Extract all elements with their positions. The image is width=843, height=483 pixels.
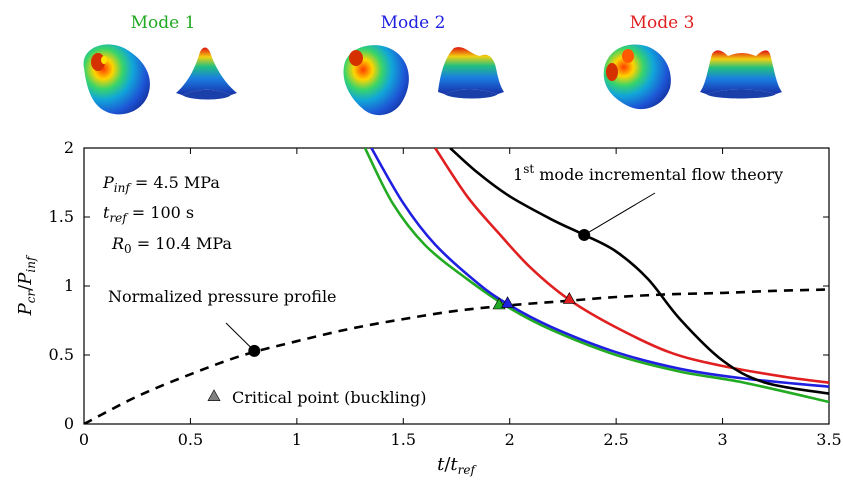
x-tick-label: 0.5 xyxy=(178,430,203,449)
x-tick-label: 2 xyxy=(505,430,515,449)
mode-1-cup-image xyxy=(176,47,237,100)
y-axis-label: Pcr/Pinf xyxy=(15,254,38,316)
mode-2-title: Mode 2 xyxy=(381,13,446,33)
y-tick-label: 1.5 xyxy=(49,207,74,226)
y-tick-label: 1 xyxy=(64,276,74,295)
series-line-mode3 xyxy=(434,148,829,384)
mode-3-cup-image xyxy=(700,50,782,99)
critical-point-mode3 xyxy=(562,292,576,304)
x-tick-label: 2.5 xyxy=(603,430,628,449)
y-tick-label: 2 xyxy=(64,138,74,157)
x-tick-label: 0 xyxy=(79,430,89,449)
series-line-mode1 xyxy=(363,148,829,404)
mode-3-shell-image xyxy=(603,44,671,110)
y-tick-label: 0 xyxy=(64,414,74,433)
axis-ticks: 0 0.5 1 1.5 2 2.5 3 3.5 0 0.5 1 1.5 2 xyxy=(49,138,842,449)
mode-3-title: Mode 3 xyxy=(630,13,695,33)
p-inf-annotation: Pinf = 4.5 MPa xyxy=(102,173,220,195)
pressure-profile-leader xyxy=(225,322,255,352)
x-tick-label: 1 xyxy=(292,430,302,449)
mode-1-title: Mode 1 xyxy=(131,13,196,33)
x-tick-label: 3.5 xyxy=(816,430,841,449)
critical-point-annotation: Critical point (buckling) xyxy=(232,388,427,407)
mode-2-shell-image xyxy=(343,45,409,116)
critical-point-mode2 xyxy=(501,296,515,308)
series-line-pressure_profile xyxy=(84,288,829,424)
series-line-mode2 xyxy=(370,148,829,388)
mode-1-shell-image xyxy=(83,44,150,115)
x-axis-label: t/tref xyxy=(437,454,477,477)
chart-markers xyxy=(207,192,656,401)
critical-point-legend-marker xyxy=(207,389,221,401)
chart-series xyxy=(84,148,829,424)
flow-theory-annotation: 1st mode incremental flow theory xyxy=(513,162,783,184)
y-tick-label: 0.5 xyxy=(49,345,74,364)
callout-point-flow_theory xyxy=(578,228,591,241)
mode-2-cup-image xyxy=(438,47,504,99)
callout-point-pressure_profile xyxy=(248,344,261,357)
x-tick-label: 3 xyxy=(717,430,727,449)
series-line-flow_theory xyxy=(449,148,829,395)
flow-theory-leader xyxy=(583,192,656,236)
x-tick-label: 1.5 xyxy=(391,430,416,449)
r0-annotation: R0 = 10.4 MPa xyxy=(111,234,232,256)
t-ref-annotation: tref = 100 s xyxy=(103,203,194,225)
pressure-profile-annotation: Normalized pressure profile xyxy=(108,287,337,306)
